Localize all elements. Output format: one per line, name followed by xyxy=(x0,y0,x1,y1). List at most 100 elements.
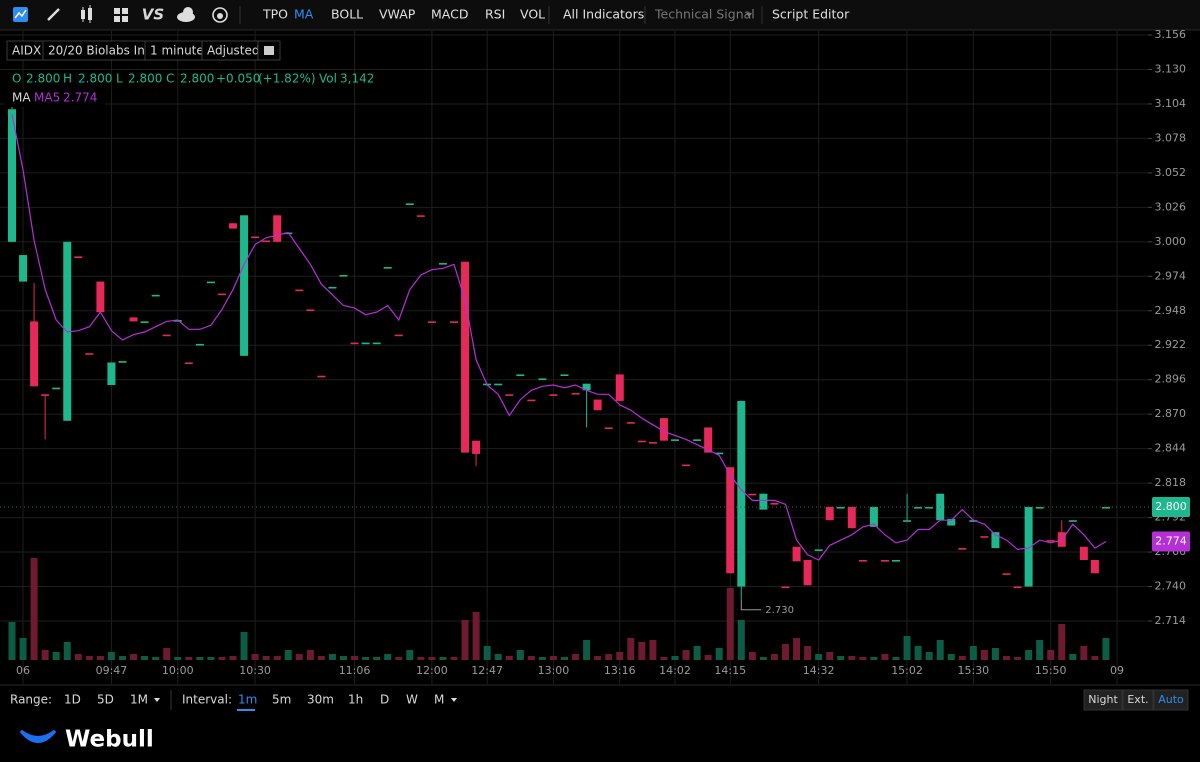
adjustment[interactable]: Adjusted xyxy=(207,44,260,58)
candle-body xyxy=(781,586,790,589)
candle-body xyxy=(273,215,282,242)
indicator-tab[interactable]: VOL xyxy=(520,7,545,22)
layout-icon[interactable] xyxy=(114,8,128,22)
volume-bar xyxy=(196,656,204,660)
candle-body xyxy=(969,520,978,522)
menu-icon[interactable] xyxy=(264,46,274,55)
indicator-tab[interactable]: MA xyxy=(294,7,314,22)
candle-body xyxy=(107,362,116,386)
candle-body xyxy=(958,548,967,550)
interval-option[interactable]: 30m xyxy=(307,693,334,707)
ma-value: 2.774 xyxy=(63,91,97,105)
candle-icon[interactable] xyxy=(81,5,92,23)
indicator-tab[interactable]: TPO xyxy=(262,7,288,22)
candle-body xyxy=(361,342,370,345)
volume-bar xyxy=(384,653,392,660)
session-button[interactable] xyxy=(1122,689,1154,711)
ma-legend: MA MA5 2.774 xyxy=(5,89,105,107)
volume-bar xyxy=(351,655,359,660)
x-tick-label: 11:06 xyxy=(339,664,371,677)
chart-type-icon[interactable] xyxy=(13,7,28,22)
candle-body xyxy=(604,427,613,430)
range-option[interactable]: 1D xyxy=(64,693,81,707)
candle-body xyxy=(19,255,28,282)
x-tick-label: 10:00 xyxy=(162,664,194,677)
indicator-tab[interactable]: VWAP xyxy=(379,7,416,22)
all-indicators[interactable]: All Indicators xyxy=(563,7,644,22)
volume-bar xyxy=(63,641,71,660)
candle-body xyxy=(129,317,138,322)
volume-bar xyxy=(848,655,856,660)
range-option[interactable]: 1M xyxy=(130,693,148,707)
volume-bar xyxy=(461,619,469,660)
ticker: AIDX xyxy=(12,44,41,58)
candle-body xyxy=(947,518,956,526)
volume-bar xyxy=(295,653,303,660)
volume-bar xyxy=(130,653,138,660)
script-editor[interactable]: Script Editor xyxy=(772,7,850,22)
volume-bar xyxy=(715,647,723,660)
volume-bar xyxy=(980,649,988,660)
range-option[interactable]: 5D xyxy=(97,693,114,707)
low-marker-label: 2.730 xyxy=(765,605,794,616)
candle-body xyxy=(405,203,414,205)
interval-option[interactable]: M xyxy=(434,693,444,707)
indicator-tab[interactable]: MACD xyxy=(431,7,468,22)
x-tick-label: 09 xyxy=(1110,664,1124,677)
volume-bar xyxy=(638,641,646,660)
x-tick-label: 09:47 xyxy=(96,664,128,677)
candle-body xyxy=(1101,506,1110,509)
y-tick-label: 2.818 xyxy=(1155,476,1187,489)
timeframe[interactable]: 1 minute xyxy=(150,44,204,58)
session-button[interactable] xyxy=(1153,689,1189,711)
volume-bar xyxy=(328,653,336,660)
quote-low-label: L xyxy=(116,72,123,86)
volume-bar xyxy=(96,655,104,660)
volume-bar xyxy=(682,649,690,660)
volume-bar xyxy=(1091,655,1099,660)
volume-bar xyxy=(1003,655,1010,660)
volume-bar xyxy=(804,645,812,660)
quote-change-pct: (+1.82%) xyxy=(258,72,316,86)
candle-body xyxy=(118,361,127,363)
compare-icon[interactable]: VS xyxy=(142,6,164,24)
volume-bar xyxy=(483,645,491,660)
volume-bar xyxy=(273,655,281,660)
volume-bar xyxy=(605,653,613,660)
y-tick-label: 2.948 xyxy=(1155,304,1187,317)
x-tick-label: 06 xyxy=(16,664,30,677)
candle-body xyxy=(494,383,503,386)
interval-option[interactable]: W xyxy=(406,693,418,707)
cloud-icon[interactable] xyxy=(177,7,195,22)
volume-bar xyxy=(660,656,668,660)
x-tick-label: 15:02 xyxy=(891,664,923,677)
candle-body xyxy=(1079,546,1088,561)
volume-bar xyxy=(262,655,270,660)
info-icon[interactable] xyxy=(212,7,228,23)
volume-bar xyxy=(1058,623,1066,660)
quote-close: 2.800 xyxy=(180,72,214,86)
interval-option[interactable]: 1m xyxy=(238,693,257,707)
dropdown-caret xyxy=(451,698,457,702)
volume-bar xyxy=(572,653,580,660)
technical-signal[interactable]: Technical Signal xyxy=(654,7,755,22)
volume-bar xyxy=(174,656,182,660)
candle-body xyxy=(472,440,481,454)
interval-option[interactable]: 1h xyxy=(348,693,363,707)
indicator-tab[interactable]: BOLL xyxy=(331,7,363,22)
volume-bar xyxy=(30,557,38,660)
volume-bar xyxy=(317,655,325,660)
y-tick-label: 3.130 xyxy=(1155,62,1187,75)
volume-bar xyxy=(163,647,171,660)
volume-bar xyxy=(1036,639,1044,660)
y-tick-label: 3.026 xyxy=(1155,200,1187,213)
interval-option[interactable]: D xyxy=(380,693,389,707)
indicator-tab[interactable]: RSI xyxy=(485,7,505,22)
draw-icon[interactable] xyxy=(47,8,60,21)
interval-option[interactable]: 5m xyxy=(272,693,291,707)
candle-body xyxy=(737,400,746,587)
candle-body xyxy=(693,439,702,441)
session-label: Ext. xyxy=(1127,693,1148,706)
x-tick-label: 12:47 xyxy=(471,664,503,677)
session-button[interactable] xyxy=(1083,689,1123,711)
